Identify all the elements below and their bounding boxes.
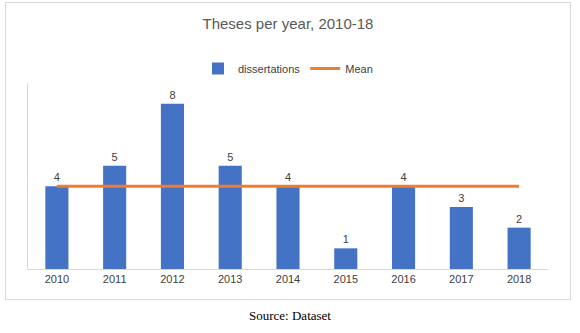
svg-text:2016: 2016: [391, 273, 415, 285]
svg-text:Theses per year, 2010-18: Theses per year, 2010-18: [203, 15, 374, 32]
svg-text:5: 5: [227, 151, 233, 163]
svg-text:4: 4: [285, 171, 291, 183]
svg-text:4: 4: [54, 171, 60, 183]
svg-text:2: 2: [516, 213, 522, 225]
svg-text:dissertations: dissertations: [238, 63, 300, 75]
svg-text:2010: 2010: [45, 273, 69, 285]
svg-text:2018: 2018: [507, 273, 531, 285]
svg-text:5: 5: [112, 151, 118, 163]
svg-text:3: 3: [458, 192, 464, 204]
svg-text:2014: 2014: [276, 273, 300, 285]
svg-text:2013: 2013: [218, 273, 242, 285]
svg-text:1: 1: [343, 233, 349, 245]
svg-text:8: 8: [169, 89, 175, 101]
svg-text:2015: 2015: [334, 273, 358, 285]
svg-text:Mean: Mean: [345, 63, 373, 75]
html-text:Source: Dataset: Source: Dataset: [249, 308, 331, 323]
svg-text:2012: 2012: [160, 273, 184, 285]
svg-text:4: 4: [400, 171, 406, 183]
svg-text:2011: 2011: [103, 273, 127, 285]
svg-text:2017: 2017: [449, 273, 473, 285]
